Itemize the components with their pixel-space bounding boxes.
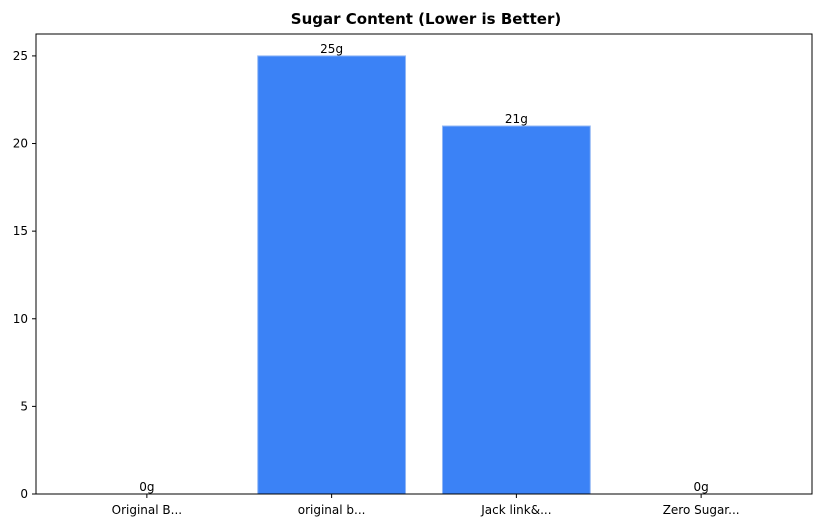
axes-group: 0 5 10 15 20 25 Original B... original b... Jack… bbox=[13, 33, 813, 517]
data-label-0: 0g bbox=[139, 480, 154, 494]
bar-1 bbox=[257, 55, 407, 495]
data-label-3: 0g bbox=[694, 480, 709, 494]
bars-group bbox=[257, 55, 591, 495]
y-tick-label-2: 10 bbox=[13, 312, 28, 326]
chart-title: Sugar Content (Lower is Better) bbox=[291, 10, 561, 28]
x-tick-label-0: Original B... bbox=[112, 503, 182, 517]
y-tick-label-1: 5 bbox=[20, 399, 28, 413]
y-tick-label-3: 15 bbox=[13, 224, 28, 238]
plot-frame bbox=[35, 33, 813, 495]
y-tick-label-5: 25 bbox=[13, 49, 28, 63]
y-tick-label-0: 0 bbox=[20, 487, 28, 501]
x-tick-label-2: Jack link&... bbox=[480, 503, 551, 517]
y-tick-label-4: 20 bbox=[13, 137, 28, 151]
bar-2 bbox=[441, 125, 591, 495]
x-tick-label-1: original b... bbox=[298, 503, 366, 517]
data-label-2: 21g bbox=[505, 112, 528, 126]
data-labels-group: 0g 25g 21g 0g bbox=[139, 42, 709, 494]
x-tick-label-3: Zero Sugar... bbox=[663, 503, 740, 517]
data-label-1: 25g bbox=[320, 42, 343, 56]
